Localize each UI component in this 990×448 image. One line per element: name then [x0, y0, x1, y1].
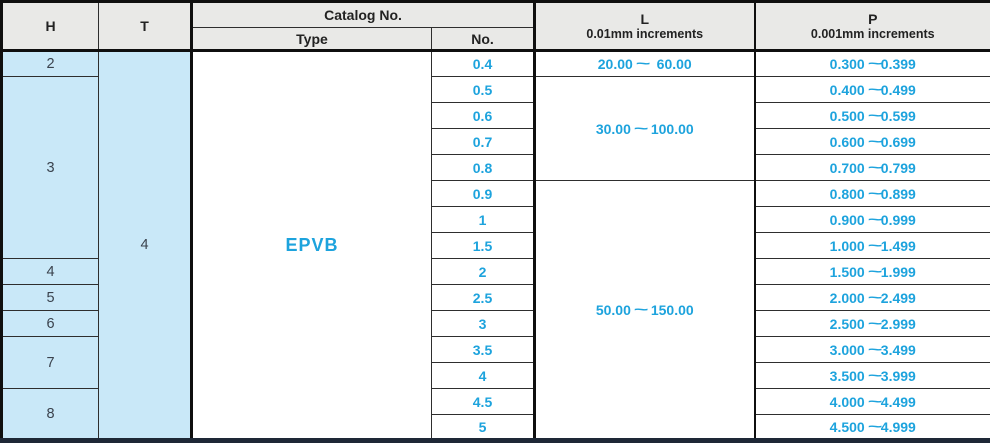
no-cell: 0.9: [431, 180, 535, 207]
col-header-l: L 0.01mm increments: [533, 1, 755, 51]
table-row: 7 3.5 3.000 ~3.499: [1, 336, 990, 389]
no-cell: 4: [431, 362, 535, 389]
p-range-cell: 0.500 ~0.599: [753, 102, 990, 129]
tilde-glyph: ~: [633, 119, 649, 136]
tilde-glyph: ~: [867, 55, 883, 71]
p-range-cell: 0.300 ~0.399: [753, 49, 990, 77]
h-cell: 4: [1, 258, 99, 285]
tilde-glyph: ~: [867, 417, 883, 434]
no-cell: 3: [431, 310, 535, 337]
tilde-glyph: ~: [867, 392, 883, 409]
header-row-1: H T Catalog No. L 0.01mm increments P 0.…: [1, 1, 990, 51]
h-cell: 3: [1, 76, 99, 259]
h-cell: 7: [1, 336, 99, 389]
p-range-cell: 0.700 ~0.799: [753, 154, 990, 181]
tilde-glyph: ~: [635, 55, 651, 71]
no-cell: 0.6: [431, 102, 535, 129]
tilde-glyph: ~: [867, 262, 883, 279]
no-cell: 1: [431, 206, 535, 233]
no-cell: 5: [431, 414, 535, 441]
p-range-cell: 2.500 ~2.999: [753, 310, 990, 337]
p-range-cell: 2.000 ~2.499: [753, 284, 990, 311]
table-row: 5 2.5 2.000 ~2.499: [1, 284, 990, 311]
table-body: 2 4 EPVB 0.4 20.00 ~ 60.00 0.300 ~0.399 3 0.5 30…: [1, 49, 990, 441]
col-header-type: Type: [190, 27, 432, 51]
p-range-cell: 1.000 ~1.499: [753, 232, 990, 259]
l-title: L: [640, 11, 650, 27]
h-cell: 2: [1, 49, 99, 77]
table-row: 6 3 2.500 ~2.999: [1, 310, 990, 337]
table-row: 4 2 1.500 ~1.999: [1, 258, 990, 285]
p-subtitle: 0.001mm increments: [810, 27, 935, 41]
p-range-cell: 4.000 ~4.499: [753, 388, 990, 415]
table-row: 0.9 50.00 ~ 150.00 0.800 ~0.899: [2, 180, 990, 441]
no-cell: 4.5: [431, 388, 535, 415]
p-range-cell: 4.500 ~4.999: [753, 414, 990, 441]
table-row: 1 0.900 ~0.999: [2, 206, 990, 233]
tilde-glyph: ~: [867, 236, 883, 253]
type-cell: EPVB: [190, 49, 432, 441]
col-header-no: No.: [431, 27, 535, 51]
tilde-glyph: ~: [633, 300, 649, 317]
no-cell: 0.7: [431, 128, 535, 155]
tilde-glyph: ~: [867, 340, 883, 357]
tilde-glyph: ~: [867, 314, 883, 331]
table-row: 5 4.500 ~4.999: [2, 414, 990, 441]
l-range-cell: 50.00 ~ 150.00: [533, 180, 755, 441]
p-range-cell: 0.400 ~0.499: [753, 76, 990, 103]
p-range-cell: 0.800 ~0.899: [753, 180, 990, 207]
no-cell: 0.5: [431, 76, 535, 103]
t-cell: 4: [98, 49, 192, 441]
p-range-cell: 3.500 ~3.999: [753, 362, 990, 389]
no-cell: 2: [431, 258, 535, 285]
table-header: H T Catalog No. L 0.01mm increments P 0.…: [1, 1, 990, 51]
tilde-glyph: ~: [867, 132, 883, 149]
no-cell: 0.4: [431, 49, 535, 77]
no-cell: 2.5: [431, 284, 535, 311]
tilde-glyph: ~: [867, 366, 883, 383]
p-range-cell: 3.000 ~3.499: [753, 336, 990, 363]
table-row: 8 4.5 4.000 ~4.499: [1, 388, 990, 441]
no-cell: 1.5: [431, 232, 535, 259]
col-header-t: T: [98, 1, 192, 51]
table-row: 1.5 1.000 ~1.499: [2, 232, 990, 259]
p-range-cell: 1.500 ~1.999: [753, 258, 990, 285]
l-subtitle: 0.01mm increments: [586, 27, 704, 41]
l-range-cell: 20.00 ~ 60.00: [533, 49, 755, 77]
tilde-glyph: ~: [867, 106, 883, 123]
l-range-cell: 30.00 ~ 100.00: [533, 76, 755, 181]
table-row: 0.7 0.600 ~0.699: [2, 128, 990, 155]
p-range-cell: 0.600 ~0.699: [753, 128, 990, 155]
no-cell: 3.5: [431, 336, 535, 363]
tilde-glyph: ~: [867, 80, 883, 97]
header-row-2: Type No.: [2, 27, 990, 51]
tilde-glyph: ~: [867, 210, 883, 227]
tilde-glyph: ~: [867, 288, 883, 305]
table-row: 0.6 0.500 ~0.599: [2, 102, 990, 129]
h-cell: 5: [1, 284, 99, 311]
col-header-catalog-no: Catalog No.: [190, 1, 535, 28]
p-title: P: [868, 11, 878, 27]
table-row: 2 4 EPVB 0.4 20.00 ~ 60.00 0.300 ~0.399: [1, 49, 990, 441]
h-cell: 6: [1, 310, 99, 337]
tilde-glyph: ~: [867, 158, 883, 175]
tilde-glyph: ~: [867, 184, 883, 201]
no-cell: 0.8: [431, 154, 535, 181]
p-range-cell: 0.900 ~0.999: [753, 206, 990, 233]
col-header-h: H: [1, 1, 99, 51]
col-header-p: P 0.001mm increments: [753, 1, 990, 51]
h-cell: 8: [1, 388, 99, 441]
